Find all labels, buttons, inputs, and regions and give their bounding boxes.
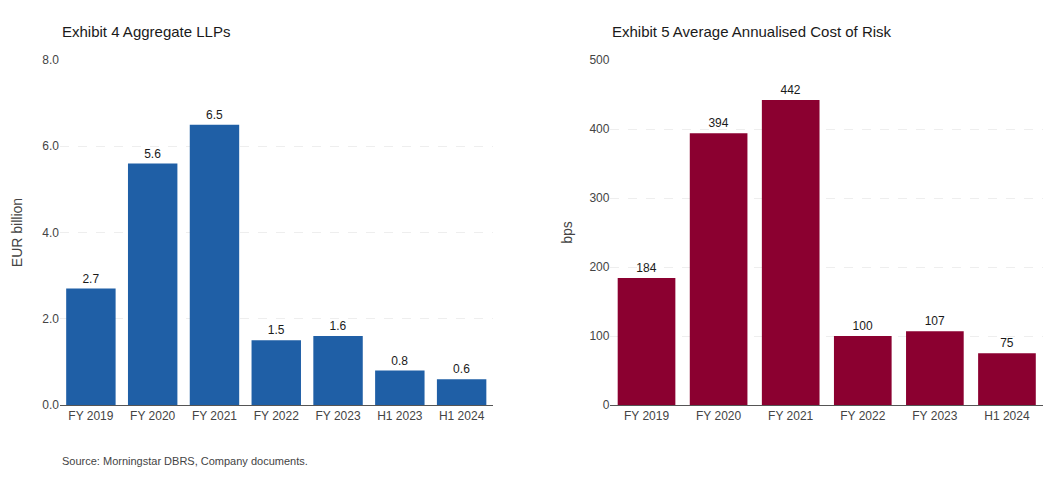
svg-text:100: 100 [853, 319, 873, 333]
svg-text:200: 200 [589, 260, 609, 274]
svg-text:0.6: 0.6 [453, 362, 470, 376]
svg-text:8.0: 8.0 [42, 53, 59, 67]
svg-text:6.0: 6.0 [42, 139, 59, 153]
svg-text:6.5: 6.5 [206, 108, 223, 122]
svg-text:2.7: 2.7 [82, 272, 99, 286]
svg-text:Exhibit 4 Aggregate LLPs: Exhibit 4 Aggregate LLPs [62, 23, 230, 40]
svg-text:2.0: 2.0 [42, 312, 59, 326]
svg-text:4.0: 4.0 [42, 226, 59, 240]
svg-text:H1 2023: H1 2023 [377, 409, 423, 423]
svg-text:FY 2021: FY 2021 [192, 409, 237, 423]
svg-text:300: 300 [589, 191, 609, 205]
svg-text:bps: bps [559, 221, 575, 244]
svg-text:FY 2021: FY 2021 [768, 409, 813, 423]
svg-text:394: 394 [708, 116, 728, 130]
svg-text:400: 400 [589, 122, 609, 136]
svg-text:442: 442 [781, 83, 801, 97]
svg-text:184: 184 [636, 261, 656, 275]
svg-text:FY 2020: FY 2020 [130, 409, 175, 423]
svg-text:FY 2022: FY 2022 [254, 409, 299, 423]
svg-text:FY 2022: FY 2022 [840, 409, 885, 423]
svg-text:5.6: 5.6 [144, 147, 161, 161]
svg-text:H1 2024: H1 2024 [984, 409, 1030, 423]
svg-text:FY 2020: FY 2020 [696, 409, 741, 423]
svg-text:FY 2023: FY 2023 [912, 409, 957, 423]
svg-text:0.0: 0.0 [42, 398, 59, 412]
svg-text:100: 100 [589, 329, 609, 343]
svg-text:0.8: 0.8 [391, 354, 408, 368]
svg-text:75: 75 [1000, 336, 1014, 350]
svg-text:H1 2024: H1 2024 [439, 409, 485, 423]
svg-text:Exhibit 5 Average Annualised C: Exhibit 5 Average Annualised Cost of Ris… [612, 23, 892, 40]
svg-text:FY 2023: FY 2023 [315, 409, 360, 423]
svg-text:0: 0 [603, 398, 610, 412]
svg-text:1.5: 1.5 [268, 323, 285, 337]
svg-text:EUR billion: EUR billion [9, 198, 25, 267]
svg-text:FY 2019: FY 2019 [68, 409, 113, 423]
svg-text:Source: Morningstar DBRS, Comp: Source: Morningstar DBRS, Company docume… [62, 455, 308, 467]
svg-text:107: 107 [925, 314, 945, 328]
svg-text:FY 2019: FY 2019 [624, 409, 669, 423]
svg-text:500: 500 [589, 53, 609, 67]
svg-text:1.6: 1.6 [330, 319, 347, 333]
